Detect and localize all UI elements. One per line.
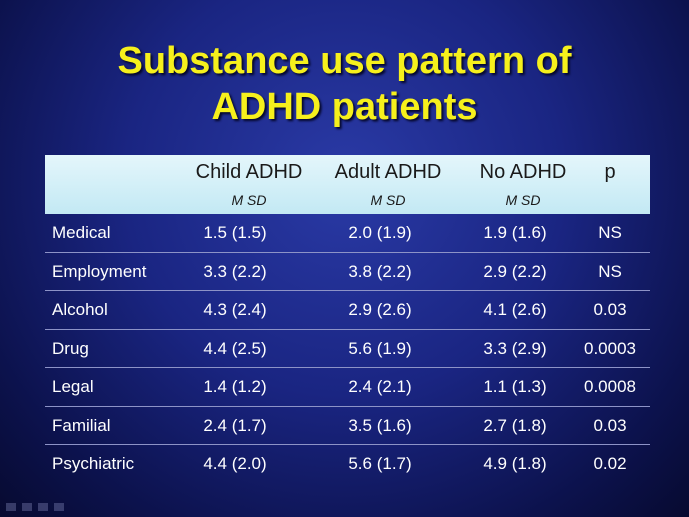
- cell-adult-adhd: 5.6 (1.9): [348, 338, 412, 358]
- cell-p-value: 0.02: [593, 454, 627, 473]
- slide-title-line-2: ADHD patients: [211, 86, 478, 128]
- row-label: Medical: [52, 223, 111, 242]
- table-row: Drug 4.4 (2.5) 5.6 (1.9) 3.3 (2.9) 0.000…: [45, 330, 650, 368]
- cell-child-adhd: 3.3 (2.2): [203, 261, 267, 281]
- cell-no-adhd: 4.1 (2.6): [483, 300, 547, 319]
- header-child-adhd-stats: M SD: [231, 192, 267, 208]
- cell-adult-adhd: 2.0 (1.9): [348, 223, 412, 242]
- cell-p-value: NS: [598, 223, 622, 242]
- cell-child-adhd: 1.5 (1.5): [203, 223, 267, 242]
- row-label: Familial: [52, 415, 111, 435]
- row-label: Drug: [52, 338, 89, 358]
- header-no-adhd-stats: M SD: [505, 192, 541, 208]
- cell-no-adhd: 1.9 (1.6): [483, 223, 547, 242]
- table-row: Familial 2.4 (1.7) 3.5 (1.6) 2.7 (1.8) 0…: [45, 407, 650, 445]
- cell-child-adhd: 4.3 (2.4): [203, 300, 267, 319]
- cell-adult-adhd: 2.9 (2.6): [348, 300, 412, 319]
- slideshow-nav-controls: [6, 503, 64, 511]
- results-table: Child ADHD M SD Adult ADHD M SD No ADHD …: [45, 155, 650, 483]
- cell-p-value: NS: [598, 261, 622, 281]
- row-label: Psychiatric: [52, 454, 135, 473]
- cell-p-value: 0.0008: [584, 377, 636, 396]
- table-row: Employment 3.3 (2.2) 3.8 (2.2) 2.9 (2.2)…: [45, 253, 650, 291]
- table-row: Medical 1.5 (1.5) 2.0 (1.9) 1.9 (1.6) NS: [45, 214, 650, 253]
- cell-child-adhd: 4.4 (2.5): [203, 338, 267, 358]
- previous-slide-icon[interactable]: [6, 503, 16, 511]
- row-label: Alcohol: [52, 300, 108, 319]
- cell-p-value: 0.03: [593, 300, 627, 319]
- row-label: Employment: [52, 261, 147, 281]
- slide-menu-icon[interactable]: [38, 503, 48, 511]
- cell-no-adhd: 3.3 (2.9): [483, 338, 547, 358]
- cell-no-adhd: 1.1 (1.3): [483, 377, 547, 396]
- slide-title-line-1: Substance use pattern of: [117, 40, 572, 82]
- cell-child-adhd: 1.4 (1.2): [203, 377, 267, 396]
- cell-adult-adhd: 3.8 (2.2): [348, 261, 412, 281]
- cell-adult-adhd: 5.6 (1.7): [348, 454, 412, 473]
- cell-no-adhd: 2.9 (2.2): [483, 261, 547, 281]
- header-no-adhd-label: No ADHD: [479, 161, 567, 183]
- header-adult-adhd-label: Adult ADHD: [334, 161, 442, 183]
- header-adult-adhd-stats: M SD: [370, 192, 406, 208]
- cell-no-adhd: 2.7 (1.8): [483, 415, 547, 435]
- cell-no-adhd: 4.9 (1.8): [483, 454, 547, 473]
- cell-p-value: 0.0003: [584, 338, 636, 358]
- table-row: Legal 1.4 (1.2) 2.4 (2.1) 1.1 (1.3) 0.00…: [45, 368, 650, 407]
- header-child-adhd-label: Child ADHD: [195, 161, 303, 183]
- table-row: Psychiatric 4.4 (2.0) 5.6 (1.7) 4.9 (1.8…: [45, 445, 650, 483]
- slide-title: Substance use pattern of ADHD patients: [0, 38, 689, 130]
- cell-p-value: 0.03: [593, 415, 627, 435]
- cell-child-adhd: 4.4 (2.0): [203, 454, 267, 473]
- table-row: Alcohol 4.3 (2.4) 2.9 (2.6) 4.1 (2.6) 0.…: [45, 291, 650, 330]
- cell-adult-adhd: 3.5 (1.6): [348, 415, 412, 435]
- cell-child-adhd: 2.4 (1.7): [203, 415, 267, 435]
- row-label: Legal: [52, 377, 94, 396]
- cell-adult-adhd: 2.4 (2.1): [348, 377, 412, 396]
- header-p-label: p: [604, 161, 616, 183]
- table-header: Child ADHD M SD Adult ADHD M SD No ADHD …: [45, 155, 650, 214]
- pen-tool-icon[interactable]: [22, 503, 32, 511]
- next-slide-icon[interactable]: [54, 503, 64, 511]
